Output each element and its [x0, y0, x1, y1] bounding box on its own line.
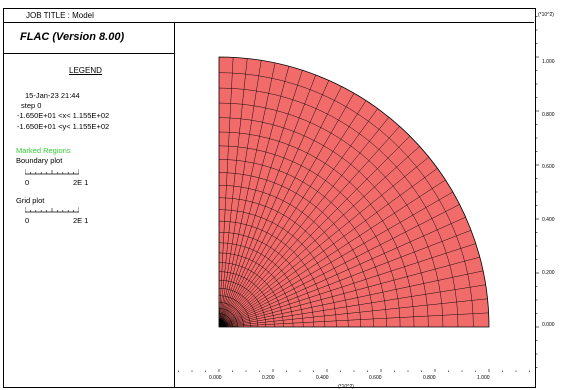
- mesh-radial-line: [222, 298, 488, 327]
- mesh-radial-line: [218, 57, 234, 324]
- mesh-radial-line: [219, 62, 276, 324]
- x-tick-label: 0.200: [262, 375, 275, 381]
- mesh-dense-core: [219, 319, 227, 327]
- grid-scale-min: 0: [25, 216, 30, 225]
- y-tick-label: 0.200: [542, 270, 555, 276]
- mesh-radial-line: [222, 204, 460, 326]
- mesh-radial-line: [220, 100, 367, 324]
- y-tick-label: 1.000: [542, 59, 555, 65]
- quarter-circle-mesh: [218, 56, 490, 328]
- x-exponent-label: (*10^2): [338, 384, 354, 390]
- app-title-box: [4, 23, 174, 54]
- x-tick-label: 1.000: [477, 375, 490, 381]
- mesh-radial-line: [222, 270, 484, 327]
- app-title: FLAC (Version 8.00): [20, 31, 125, 43]
- y-exponent-label: (*10^2): [538, 12, 554, 18]
- mesh-radial-line: [220, 80, 330, 324]
- mesh-radial-line: [219, 58, 248, 324]
- mesh-radial-line: [221, 108, 378, 324]
- mesh-radial-line: [222, 191, 453, 326]
- mesh-radial-line: [220, 74, 316, 324]
- mesh-radial-line: [221, 146, 420, 325]
- mesh-radial-line: [219, 60, 262, 324]
- boundary-scale-max: 2E 1: [73, 178, 89, 187]
- x-tick-label: 0.800: [423, 375, 436, 381]
- mesh-radial-line: [220, 93, 355, 324]
- x-tick-label: 0.000: [209, 375, 222, 381]
- mesh-radial-line: [222, 179, 446, 326]
- mesh-radial-line: [222, 256, 480, 327]
- mesh-radial-line: [220, 70, 303, 324]
- marked-regions-label: Marked Regions: [16, 146, 71, 155]
- mesh-radial-line: [221, 156, 429, 325]
- mesh-radial-line: [222, 284, 486, 327]
- mesh-radial-line: [222, 230, 472, 326]
- boundary-scale-ruler: [25, 169, 79, 175]
- boundary-scale-min: 0: [25, 178, 30, 187]
- y-tick-label: 0.800: [542, 112, 555, 118]
- y-tick-label: 0.400: [542, 217, 555, 223]
- y-tick-label: 0.000: [542, 322, 555, 328]
- mesh-radial-line: [222, 216, 466, 326]
- job-title-bar: [4, 9, 534, 23]
- grid-scale-max: 2E 1: [73, 216, 89, 225]
- legend-date: 15-Jan-23 21:44: [25, 91, 80, 100]
- legend-title: LEGEND: [69, 66, 102, 75]
- job-title: JOB TITLE : Model: [26, 11, 94, 20]
- x-tick-label: 0.400: [316, 375, 329, 381]
- legend-x-range: -1.650E+01 <x< 1.155E+02: [17, 111, 110, 120]
- grid-scale-ruler: [25, 207, 79, 213]
- boundary-plot-label: Boundary plot: [16, 156, 63, 165]
- mesh-radial-line: [219, 66, 290, 324]
- mesh-radial-line: [222, 168, 438, 325]
- plot-frame: [3, 8, 536, 388]
- mesh-radial-line: [221, 117, 390, 325]
- mesh-radial-line: [221, 135, 411, 325]
- legend-panel: [4, 23, 175, 387]
- mesh-radial-line: [222, 243, 476, 326]
- mesh-radial-line: [222, 312, 489, 328]
- plot-axes: [178, 16, 539, 372]
- mesh-radial-line: [221, 126, 400, 325]
- y-tick-label: 0.600: [542, 164, 555, 170]
- grid-plot-label: Grid plot: [16, 196, 45, 205]
- legend-step: step 0: [21, 101, 42, 110]
- legend-y-range: -1.650E+01 <y< 1.155E+02: [17, 122, 110, 131]
- x-tick-label: 0.600: [369, 375, 382, 381]
- mesh-radial-line: [220, 86, 342, 324]
